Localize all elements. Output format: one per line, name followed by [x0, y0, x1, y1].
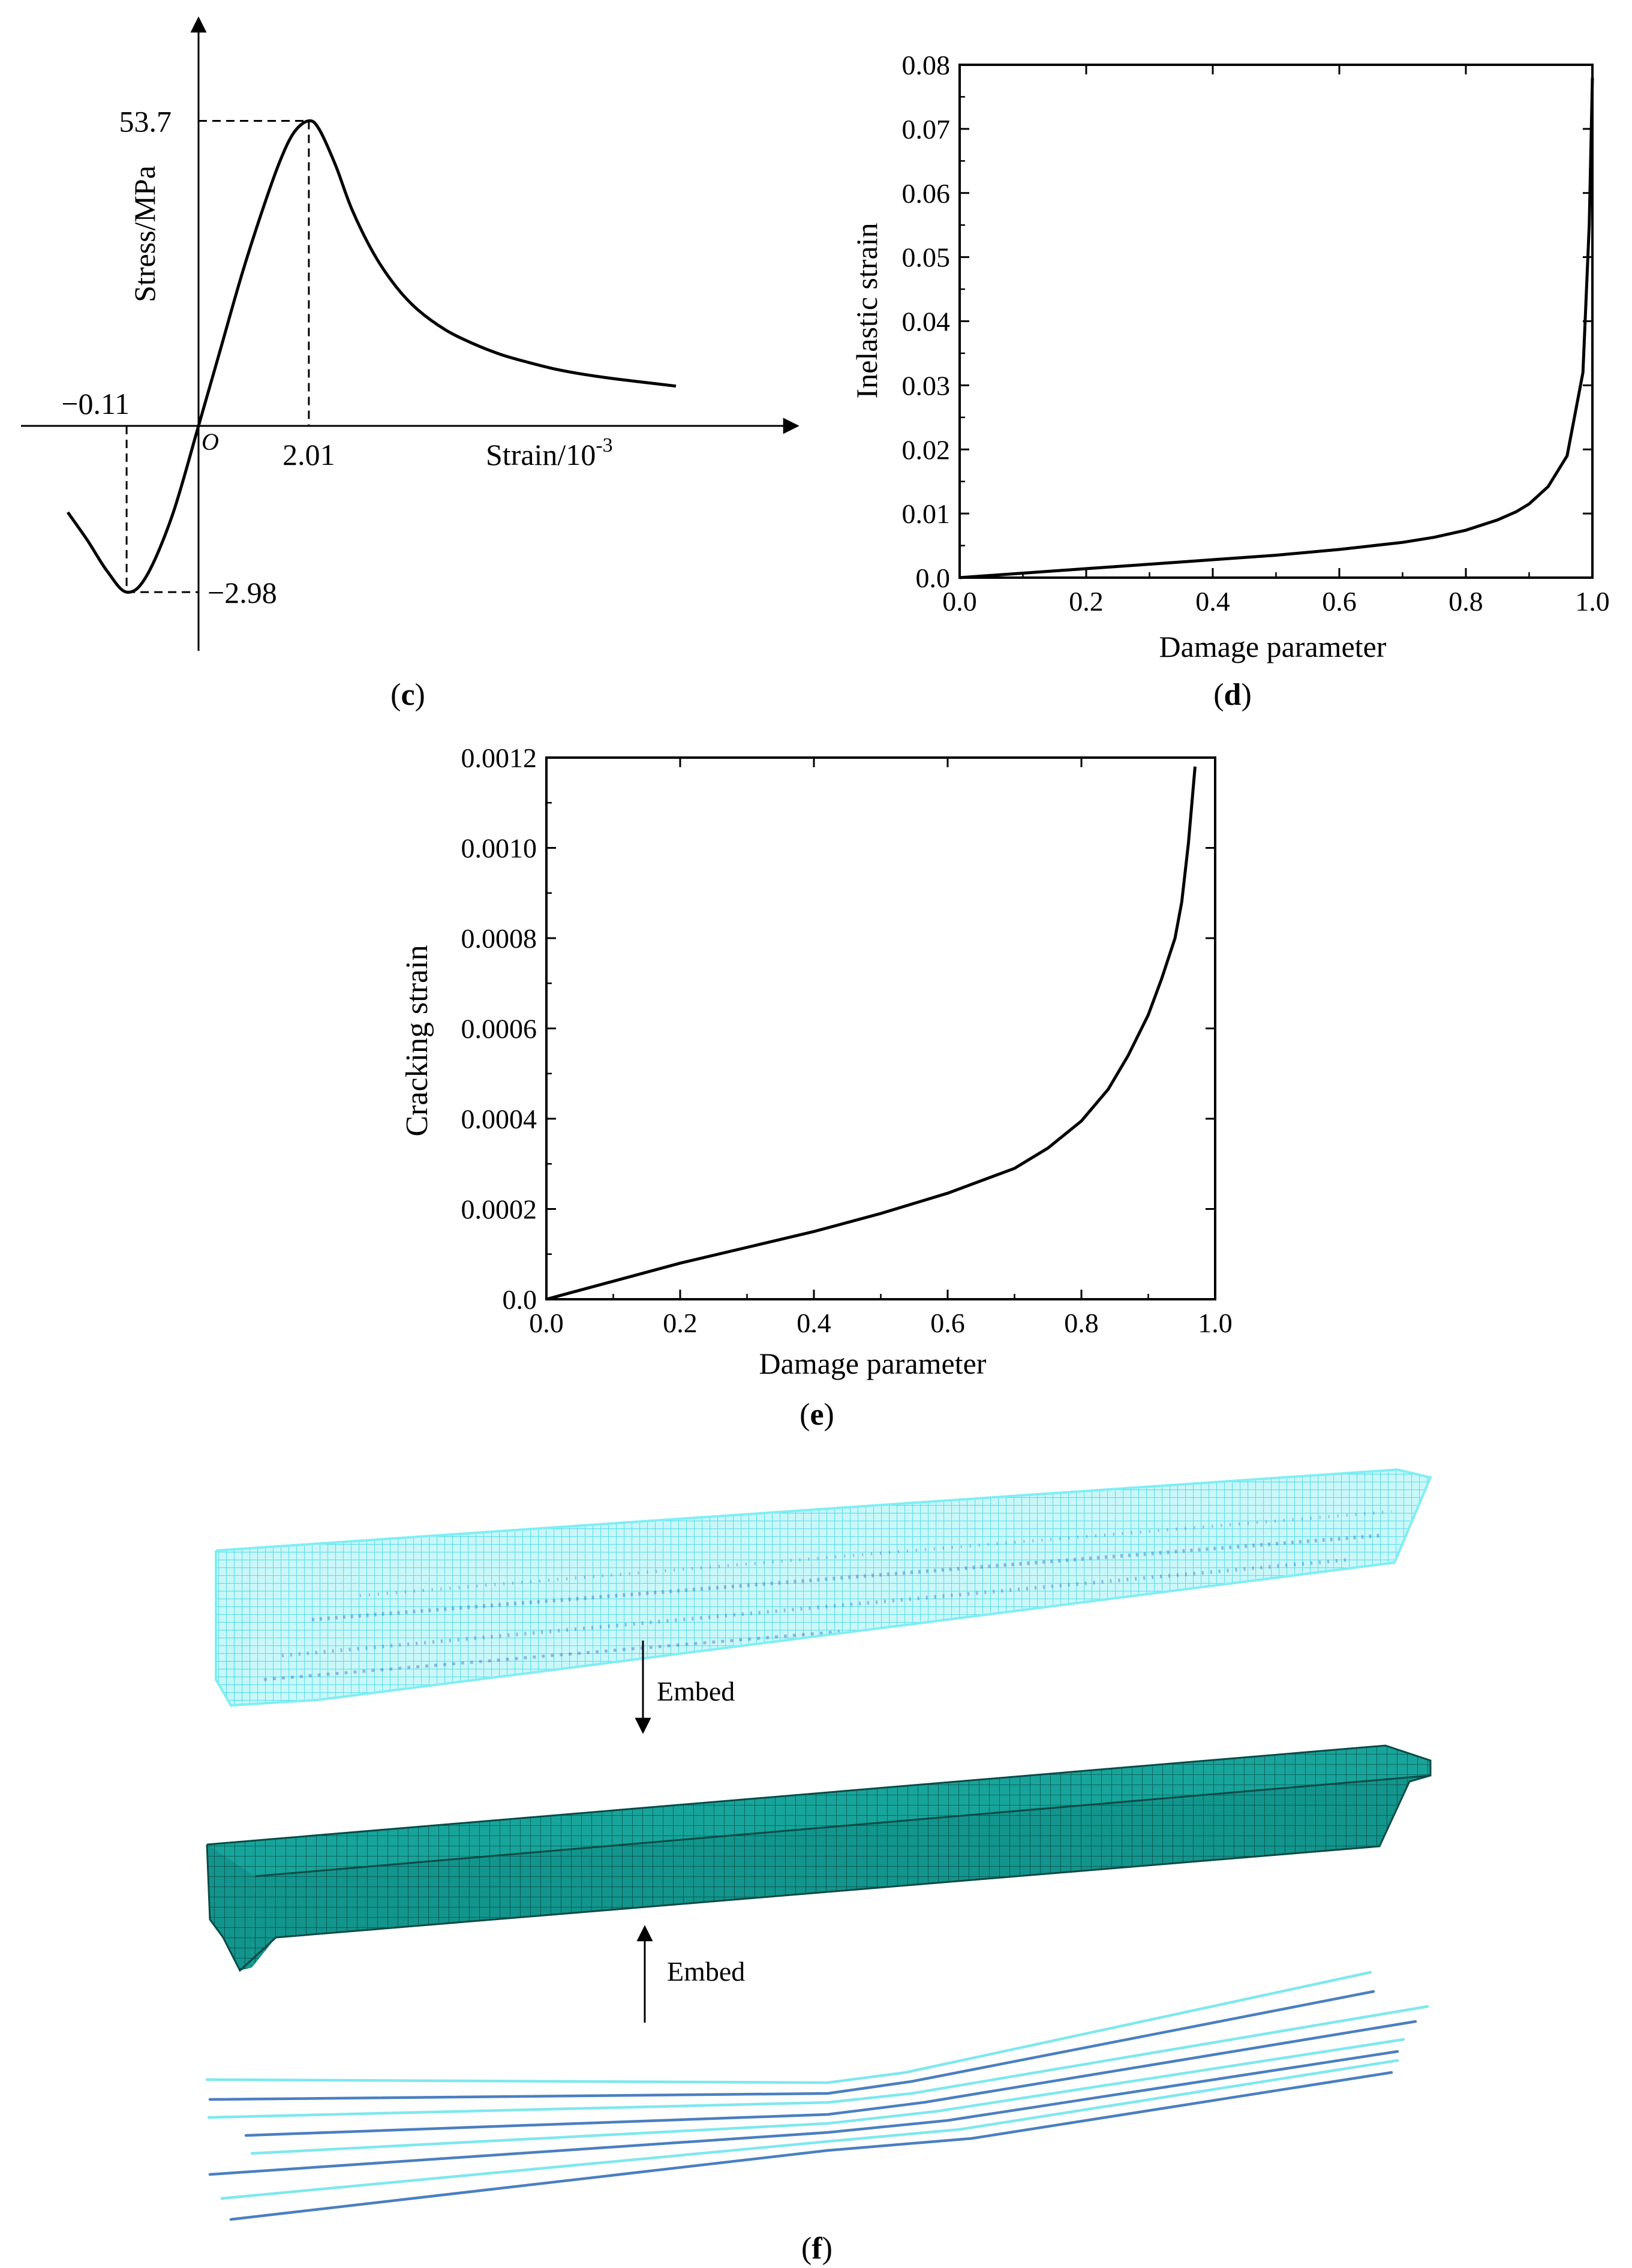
panel-c-stress-strain-chart: O 53.7 2.01 −0.11 −2.98 Strain/10-3 Stre… [21, 16, 800, 712]
d-y-tick-label: 0.07 [902, 114, 951, 145]
cage-stirrup-shading [263, 1510, 1392, 1681]
c-peak-stress-label: 53.7 [119, 104, 172, 138]
panel-f-caption: (f) [801, 2231, 832, 2266]
beam-outline [206, 1744, 1432, 1972]
embed-label-top: Embed [657, 1676, 735, 1707]
c-reference-dashes [125, 119, 310, 593]
c-x-axis-label: Strain/10-3 [486, 434, 613, 471]
beam-edge [254, 1774, 1431, 1878]
panel-e-caption: (e) [800, 1398, 834, 1432]
panel-f-fe-model-assembly: Embed Embed (f) [205, 1468, 1432, 2266]
c-tensile-strain-label: −0.11 [61, 387, 130, 420]
cage-side-face [217, 1477, 1430, 1705]
tendon-1 [205, 1970, 1372, 2084]
embed-label-bottom: Embed [667, 1956, 745, 1987]
e-y-tick-label: 0.0008 [461, 923, 537, 954]
c-y-axis-label: Stress/MPa [128, 166, 161, 302]
tendon-6 [208, 2050, 1399, 2176]
e-x-tick-label: 0.2 [663, 1308, 698, 1338]
d-x-axis-label: Damage parameter [1159, 630, 1387, 663]
e-cracking-strain-curve [546, 766, 1197, 1301]
d-x-tick-label: 0.0 [942, 586, 977, 617]
d-inelastic-strain-curve [959, 77, 1594, 579]
d-x-tick-label: 0.4 [1195, 586, 1230, 617]
beam-side-face [252, 1776, 1430, 1967]
e-x-tick-label: 0.8 [1064, 1308, 1099, 1338]
d-x-tick-label: 0.2 [1069, 586, 1104, 617]
e-x-tick-label: 0.6 [930, 1308, 965, 1338]
e-y-axis-label: Cracking strain [400, 945, 434, 1136]
cage-top-face [216, 1470, 1430, 1560]
concrete-beam-mesh [206, 1744, 1432, 1972]
e-axis-ticks: 0.0 0.2 0.4 0.6 0.8 1.0 0.0 0.0002 0.0004 0.0006 0… [461, 743, 1233, 1338]
d-y-tick-label: 0.05 [902, 242, 951, 273]
beam-top-face [207, 1746, 1430, 1876]
e-y-tick-label: 0.0002 [461, 1194, 537, 1225]
e-y-tick-label: 0.0004 [461, 1104, 537, 1134]
cage-end-face [216, 1551, 252, 1705]
prestressing-tendons [205, 1970, 1429, 2221]
tendon-2 [208, 1990, 1375, 2101]
e-x-tick-label: 0.4 [797, 1308, 831, 1338]
c-origin-label: O [202, 428, 219, 455]
tendon-3 [207, 2005, 1429, 2119]
c-tensile-stress-label: −2.98 [208, 576, 277, 609]
e-plot-frame [545, 756, 1216, 1300]
d-y-axis-label: Inelastic strain [850, 223, 883, 399]
d-plot-frame [958, 64, 1594, 579]
beam-end-face [207, 1845, 255, 1970]
c-stress-strain-curve [66, 119, 677, 594]
d-x-tick-label: 0.8 [1448, 586, 1483, 617]
tendon-7 [220, 2059, 1399, 2200]
tendon-5 [250, 2038, 1405, 2155]
e-x-tick-label: 0.0 [529, 1308, 564, 1338]
tendon-4 [244, 2020, 1417, 2137]
d-y-tick-label: 0.03 [902, 370, 951, 401]
d-x-tick-label: 1.0 [1575, 586, 1610, 617]
d-y-tick-label: 0.0 [916, 563, 951, 593]
panel-d-inelastic-strain-chart: 0.0 0.2 0.4 0.6 0.8 1.0 0.0 0.01 0.02 0.03 0.04 0.0… [850, 50, 1610, 712]
d-y-tick-label: 0.08 [902, 50, 951, 80]
d-y-tick-label: 0.01 [902, 498, 951, 529]
e-x-tick-label: 1.0 [1198, 1308, 1233, 1338]
cage-outline [215, 1468, 1432, 1707]
e-y-tick-label: 0.0006 [461, 1014, 537, 1044]
c-peak-strain-label: 2.01 [282, 438, 335, 471]
panel-e-cracking-strain-chart: 0.0 0.2 0.4 0.6 0.8 1.0 0.0 0.0002 0.0004 0.0006 0… [400, 743, 1233, 1432]
d-x-tick-label: 0.6 [1322, 586, 1357, 617]
rebar-cage-model [215, 1468, 1432, 1707]
e-y-tick-label: 0.0010 [461, 833, 537, 864]
d-y-tick-label: 0.06 [902, 178, 951, 209]
e-y-tick-label: 0.0 [503, 1284, 537, 1315]
panel-c-caption: (c) [390, 678, 425, 712]
d-axis-ticks: 0.0 0.2 0.4 0.6 0.8 1.0 0.0 0.01 0.02 0.03 0.04 0.0… [902, 50, 1610, 617]
e-x-axis-label: Damage parameter [759, 1347, 987, 1380]
panel-d-caption: (d) [1213, 678, 1252, 712]
e-y-tick-label: 0.0012 [461, 743, 537, 773]
tendon-8 [229, 2071, 1393, 2221]
d-y-tick-label: 0.02 [902, 434, 951, 465]
d-y-tick-label: 0.04 [902, 307, 951, 337]
